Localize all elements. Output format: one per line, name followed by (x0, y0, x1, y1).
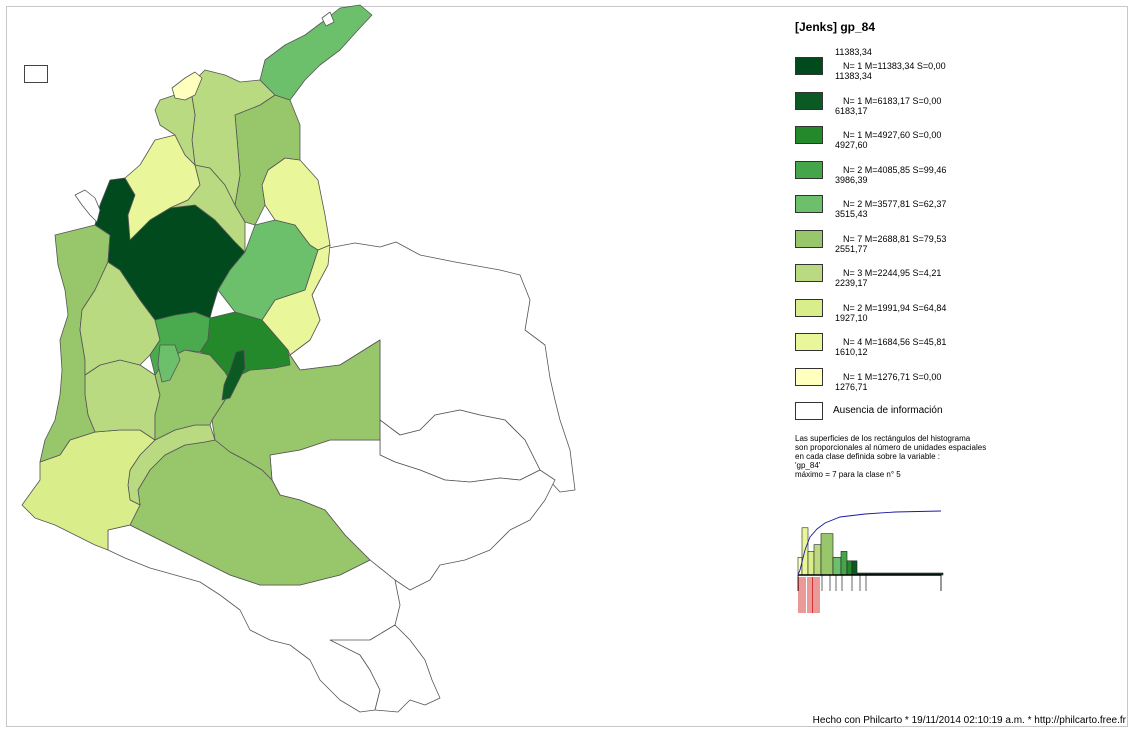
legend-swatch-absence (795, 402, 823, 420)
inset-box (24, 65, 48, 83)
note-line: Las superficies de los rectángulos del h… (795, 434, 971, 443)
legend-swatch (795, 298, 823, 317)
legend-stats: N= 2 M=1991,94 S=64,84 (843, 302, 947, 313)
legend-break-value: 4927,60 (835, 140, 868, 150)
legend-stats: N= 1 M=11383,34 S=0,00 (843, 61, 946, 71)
legend-stats: N= 7 M=2688,81 S=79,53 (843, 233, 947, 244)
histogram-note: Las superficies de los rectángulos del h… (795, 434, 1035, 479)
legend-stats: N= 4 M=1684,56 S=45,81 (843, 337, 947, 347)
legend-stats: N= 2 M=4085,85 S=99,46 (843, 164, 947, 175)
legend-absence-label: Ausencia de información (833, 405, 943, 416)
legend-stats: N= 2 M=3577,81 S=62,37 (843, 199, 947, 209)
legend-swatch (795, 333, 823, 351)
note-line: 'gp_84' (795, 461, 821, 470)
legend-break-value: 1610,12 (835, 347, 868, 357)
region-class-4 (259, 4, 373, 101)
region-class-1 (84, 359, 161, 441)
legend-break-value: 11383,34 (835, 47, 872, 57)
legend-break-value: 3515,43 (835, 209, 868, 219)
legend-break-value: 2239,17 (835, 278, 868, 288)
histogram-bar (832, 556, 842, 576)
legend-swatch (795, 126, 823, 144)
legend-swatch (795, 367, 823, 386)
legend-break-value: 6183,17 (835, 105, 868, 116)
legend-swatch (795, 195, 823, 213)
histogram-bar (820, 533, 834, 576)
legend-stats: N= 1 M=6183,17 S=0,00 (843, 95, 942, 106)
legend-swatch (795, 91, 823, 110)
footer-credit: Hecho con Philcarto * 19/11/2014 02:10:1… (812, 715, 1126, 726)
region-class-4 (157, 344, 181, 383)
region-no-data (321, 11, 335, 27)
legend-stats: N= 3 M=2244,95 S=4,21 (843, 268, 942, 278)
cumulative-curve (797, 510, 942, 576)
note-line: en cada clase definida sobre la variable… (795, 452, 940, 461)
legend-swatch (795, 57, 823, 75)
legend-swatch (795, 160, 823, 179)
region-no-data (329, 624, 441, 713)
legend-break-value: 11383,34 (835, 71, 872, 81)
histogram (797, 510, 944, 613)
legend-swatch (795, 229, 823, 248)
region-class-7 (221, 349, 246, 401)
region-class-9 (171, 71, 203, 101)
legend-stats: N= 1 M=1276,71 S=0,00 (843, 371, 942, 382)
region-no-data (74, 189, 101, 223)
legend-break-value: 1927,10 (835, 312, 868, 323)
histogram-bar (840, 551, 848, 576)
legend-swatch (795, 264, 823, 282)
legend-break-value: 2551,77 (835, 243, 868, 254)
note-line: son proporcionales al número de unidades… (795, 443, 987, 452)
legend-break-value: 3986,39 (835, 174, 868, 185)
legend-title: [Jenks] gp_84 (795, 20, 876, 34)
histogram-bar (807, 551, 815, 576)
histogram-bar (846, 560, 853, 576)
legend-stats: N= 1 M=4927,60 S=0,00 (843, 130, 942, 140)
legend-break-value: 1276,71 (835, 381, 868, 392)
histogram-bar (851, 560, 858, 576)
histogram-bar (813, 544, 822, 576)
note-line: máximo = 7 para la clase n° 5 (795, 470, 901, 479)
